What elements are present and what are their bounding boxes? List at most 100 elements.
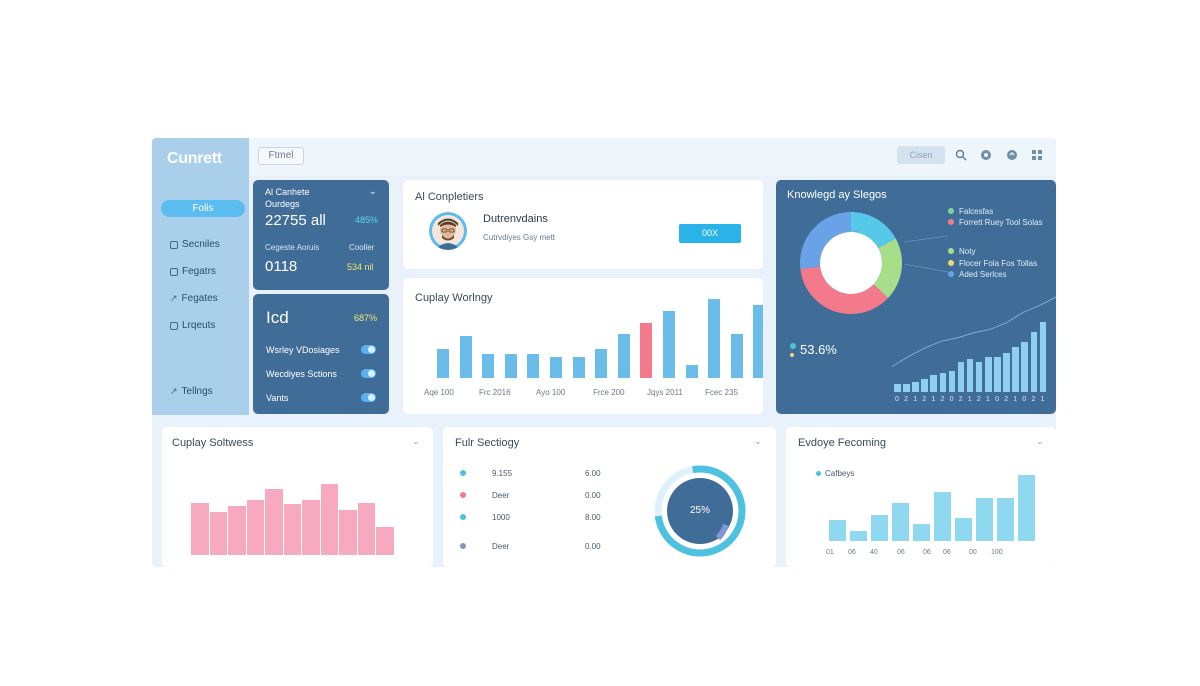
x-tick-label: 1 [967,396,972,403]
x-tick-label: Fcec 235 [705,388,738,397]
sidebar-item-2[interactable]: Fegatrs [170,266,216,277]
chart-bar [994,357,1001,392]
filter-input[interactable]: Ftmel [258,147,304,165]
chevron-down-icon[interactable]: ⌄ [412,436,420,446]
chart-bar [903,384,910,392]
stats-badge: 534 nil [347,262,374,272]
toggles-title: Icd [266,308,289,327]
chevron-down-icon[interactable]: ⌄ [369,186,377,196]
trend-line [891,296,1056,368]
refresh-icon[interactable] [1005,149,1018,162]
profile-card-title: Al Conpletiers [415,191,484,203]
chart-bar [339,510,357,555]
chart-bar [320,484,339,555]
chevron-down-icon[interactable]: ⌄ [1036,436,1044,446]
chart-bar [1012,347,1019,392]
bottom-middle-card: Fulr Sectiogy ⌄ 9.155 6.00 Deer 0.00 1000 8.0… [443,427,776,567]
toggle-switch-2[interactable] [361,369,376,378]
x-tick-label: 0 [895,396,899,403]
bottom-middle-title: Fulr Sectiogy [455,437,520,449]
chart-bar [357,503,376,555]
x-tick-label: 1 [1040,396,1045,403]
chart-bar [894,384,901,392]
x-tick-label: Ayo 100 [536,388,566,397]
row-dot-icon [460,470,466,476]
chart-bar [663,311,675,378]
chevron-down-icon[interactable]: ⌄ [754,436,762,446]
knowledge-card: Knowlegd ay Slegos Falcesfas Forrett Ruey… [776,180,1056,414]
chart-bar [708,299,721,378]
x-tick-label: 1 [986,396,990,403]
chart-bar [1018,475,1035,541]
toggle-switch-3[interactable] [361,393,376,402]
chart-bar [504,354,517,378]
value-dot-icon [790,343,796,349]
sidebar-item-active[interactable]: Folis [161,200,245,217]
sidebar-item-label: Fegatrs [182,266,216,277]
sidebar-item-1[interactable]: Secniles [170,239,220,250]
grid-icon[interactable] [1030,149,1043,162]
pie-slice [800,212,902,314]
chart-bar [913,524,930,541]
row-value: 8.00 [585,513,601,522]
legend-label: Falcesfas [959,207,994,216]
toggle-label-1: Wsrley VDosiages [266,345,340,355]
leader-lines [904,235,949,273]
bottom-left-title: Cuplay Soltwess [172,437,254,449]
pie-slice [800,212,902,314]
x-tick-label: 06 [897,549,905,556]
donut-hole [820,232,882,294]
stats-value: 22755 all [265,212,326,229]
chart-bar [191,503,209,555]
legend-label: Aded Serlces [959,270,1007,279]
top-button[interactable]: Cisen [897,146,945,164]
x-tick-label: Frc 2016 [479,388,511,397]
gauge-chart [654,465,746,557]
bottom-right-card: Evdoye Fecoming ⌄ Cafbeys 01 06 40 06 06 06 00… [786,427,1056,567]
chart-bar [302,500,320,555]
chart-bar [871,515,888,541]
settings-icon: ↗ [170,386,178,396]
x-tick-label: 1 [913,396,918,403]
stats-title: Al Canhete [265,187,310,197]
row-label: Deer [492,542,510,551]
sidebar-item-label: Lrqeuts [182,320,216,331]
x-tick-label: 01 [826,549,834,556]
sidebar: Cunrett Folis Secniles Fegatrs ↗ Fegates… [152,138,249,415]
pie-slice [800,212,902,314]
legend-label: Noty [959,247,976,256]
dashboard-window: Cunrett Folis Secniles Fegatrs ↗ Fegates… [152,138,1056,567]
legend-label: Flocer Fola Fos Tollas [959,259,1038,268]
bell-icon[interactable] [979,149,992,162]
sidebar-item-4[interactable]: Lrqeuts [170,320,215,331]
sidebar-item-label: Secniles [182,239,220,250]
stats-label-a: Cegeste Aoruis [265,243,320,252]
row-value: 6.00 [585,469,601,478]
chart-bar [985,357,992,392]
chart-bar [997,498,1014,541]
bottom-right-legend: Cafbeys [825,469,855,478]
profile-name: Dutrenvdains [483,213,548,225]
chart-bar [921,379,928,392]
stats-value-2: 0118 [265,258,298,275]
legend-dot-icon [948,260,954,266]
toggle-switch-1[interactable] [361,345,376,354]
search-icon[interactable] [954,149,967,162]
chart-bar [753,305,763,378]
knowledge-title: Knowlegd ay Slegos [787,189,887,201]
toggles-card: Icd 687% Wsrley VDosiages Wecdiyes Sctio… [253,294,389,414]
sidebar-item-settings[interactable]: ↗ Tellngs [170,386,213,397]
x-tick-label: 1 [1013,396,1018,403]
sidebar-item-3[interactable]: ↗ Fegates [170,293,218,304]
chart-bar [572,357,585,378]
report-icon [170,321,178,330]
legend-dot-icon [948,219,954,225]
x-tick-label: 40 [870,549,878,556]
row-label: 9.155 [492,469,513,478]
chart-icon [170,267,178,276]
profile-action-button[interactable]: 00X [679,224,741,243]
toggle-label-3: Vants [266,393,289,403]
profile-subtitle: Cutrvdiyes Gsy mett [483,233,556,242]
chart-bar [595,349,608,378]
chart-bar [930,375,937,392]
